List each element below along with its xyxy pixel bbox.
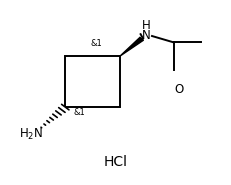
Text: H$_2$N: H$_2$N xyxy=(18,127,43,142)
Text: H: H xyxy=(142,18,151,32)
Text: &1: &1 xyxy=(73,108,85,117)
Text: HCl: HCl xyxy=(103,155,128,169)
Text: &1: &1 xyxy=(90,39,102,48)
Text: O: O xyxy=(175,83,184,96)
Polygon shape xyxy=(120,37,143,56)
Text: N: N xyxy=(142,29,151,42)
